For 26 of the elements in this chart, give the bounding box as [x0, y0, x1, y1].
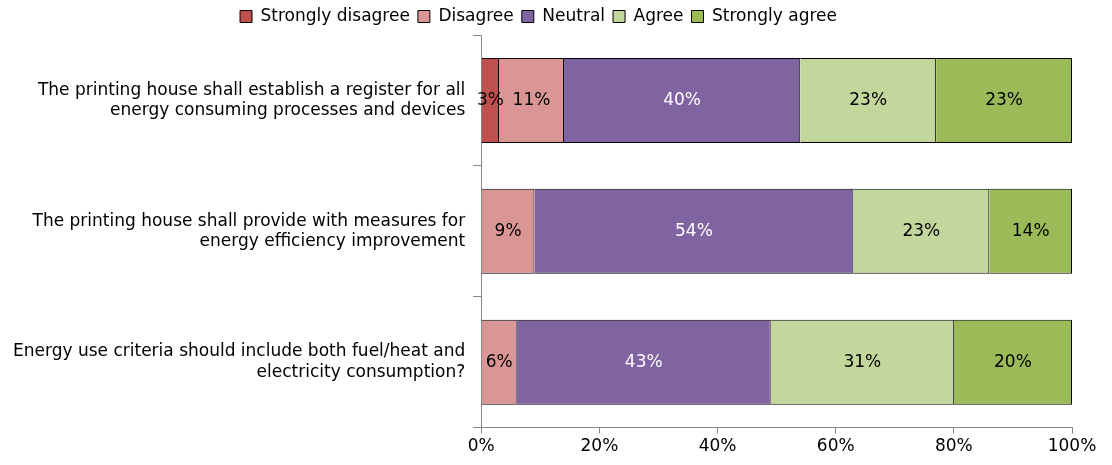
legend-label: Strongly agree: [711, 4, 837, 25]
legend-label: Agree: [633, 4, 684, 25]
data-label: 23%: [902, 219, 941, 240]
x-tick-label: 0%: [467, 435, 495, 456]
legend-label: Disagree: [438, 4, 514, 25]
data-label: 23%: [849, 88, 888, 109]
y-tick-label: The printing house shall establish a register for all energy consuming processes and devices: [36, 78, 466, 120]
data-label: 14%: [1011, 219, 1050, 240]
data-label: 54%: [675, 219, 713, 240]
data-label: 11%: [512, 88, 551, 109]
data-label: 23%: [985, 88, 1023, 109]
data-label: 31%: [843, 350, 882, 371]
x-tick-label: 80%: [934, 435, 973, 456]
x-tick-label: 100%: [1047, 435, 1097, 456]
data-label: 20%: [994, 350, 1032, 371]
data-label: 40%: [663, 88, 702, 109]
y-tick-label: The printing house shall provide with measures for energy efficiency improvement: [31, 209, 466, 250]
legend-label: Neutral: [542, 4, 606, 25]
y-tick-label: Energy use criteria should include both fuel/heat and electricity consumption?: [12, 340, 466, 381]
data-label: 43%: [624, 350, 663, 371]
x-tick-label: 60%: [816, 435, 855, 456]
legend-label: Strongly disagree: [260, 4, 410, 25]
data-label: 9%: [494, 219, 522, 240]
x-tick-label: 40%: [698, 435, 737, 456]
x-tick-label: 20%: [580, 435, 619, 456]
data-label: 6%: [485, 350, 513, 371]
